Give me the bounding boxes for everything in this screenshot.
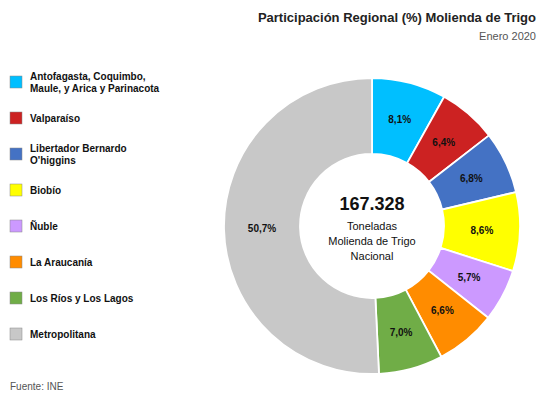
legend-swatch	[10, 148, 22, 160]
title: Participación Regional (%) Molienda de T…	[258, 10, 536, 25]
data-label: 50,7%	[248, 223, 276, 234]
legend-swatch	[10, 76, 22, 88]
data-labels: 8,1% 6,4% 6,8% 8,6% 5,7% 6,6% 7,0% 50,7%	[248, 114, 494, 338]
legend-label: Antofagasta, Coquimbo,Maule, y Arica y P…	[30, 71, 160, 94]
legend-swatch	[10, 220, 22, 232]
subtitle: Enero 2020	[479, 30, 536, 42]
legend-label: Valparaíso	[30, 113, 80, 124]
data-label: 8,1%	[388, 114, 411, 125]
legend-label: Biobío	[30, 185, 61, 196]
source: Fuente: INE	[10, 381, 64, 392]
legend: Antofagasta, Coquimbo,Maule, y Arica y P…	[10, 71, 160, 341]
legend-swatch	[10, 112, 22, 124]
center-text: Toneladas	[347, 220, 398, 232]
center-text: Molienda de Trigo	[328, 235, 415, 247]
data-label: 6,8%	[460, 173, 483, 184]
data-label: 5,7%	[458, 272, 481, 283]
legend-swatch	[10, 256, 22, 268]
slices	[224, 78, 520, 374]
chart: Participación Regional (%) Molienda de T…	[0, 0, 546, 400]
legend-label: La Araucanía	[30, 257, 93, 268]
data-label: 8,6%	[471, 225, 494, 236]
legend-label: Ñuble	[30, 220, 58, 232]
slice	[375, 290, 441, 374]
data-label: 6,4%	[432, 137, 455, 148]
data-label: 6,6%	[431, 305, 454, 316]
legend-swatch	[10, 184, 22, 196]
legend-swatch	[10, 328, 22, 340]
legend-label: Metropolitana	[30, 329, 96, 340]
center-text: 167.328	[339, 194, 404, 214]
center-text: Nacional	[351, 250, 394, 262]
legend-label: Los Ríos y Los Lagos	[30, 293, 134, 304]
legend-label: Libertador BernardoO'higgins	[30, 143, 127, 166]
legend-swatch	[10, 292, 22, 304]
data-label: 7,0%	[390, 327, 413, 338]
